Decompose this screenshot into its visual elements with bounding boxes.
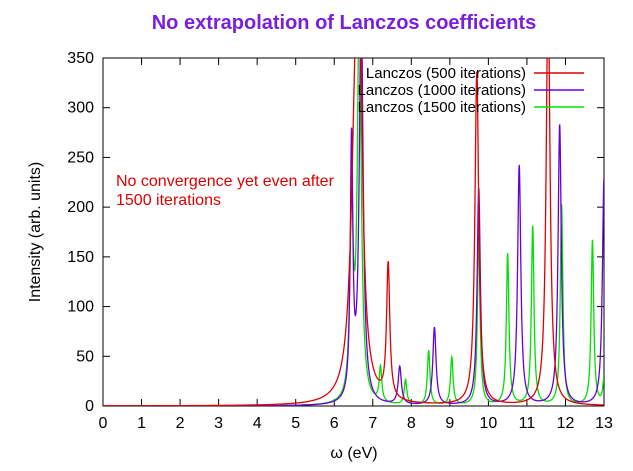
- y-tick-label: 300: [67, 100, 94, 117]
- y-tick-label: 0: [85, 398, 94, 415]
- x-tick-label: 8: [407, 415, 416, 432]
- series-group: [103, 58, 604, 406]
- legend: Lanczos (500 iterations)Lanczos (1000 it…: [358, 65, 584, 116]
- y-tick-label: 50: [76, 348, 94, 365]
- x-tick-label: 1: [137, 415, 146, 432]
- annotation-line-2: 1500 iterations: [116, 192, 221, 209]
- plot-border: [102, 57, 605, 407]
- y-tick-label: 150: [67, 249, 94, 266]
- x-tick-label: 6: [330, 415, 339, 432]
- x-tick-label: 12: [557, 415, 575, 432]
- annotation-line-1: No convergence yet even after: [116, 173, 335, 190]
- plot-frame: [102, 57, 605, 407]
- y-axis: 0 50 100 150 200 250 300 350: [67, 50, 604, 415]
- legend-label: Lanczos (1500 iterations): [358, 99, 526, 116]
- y-tick-label: 350: [67, 50, 94, 67]
- annotation: No convergence yet even after 1500 itera…: [116, 173, 335, 209]
- y-tick-label: 200: [67, 199, 94, 216]
- x-tick-label: 2: [176, 415, 185, 432]
- x-tick-label: 11: [519, 415, 536, 432]
- series-line-1: [103, 58, 604, 406]
- x-tick-label: 4: [253, 415, 262, 432]
- x-tick-label: 9: [445, 415, 454, 432]
- legend-label: Lanczos (1000 iterations): [358, 82, 526, 99]
- x-tick-label: 7: [368, 415, 377, 432]
- x-tick-label: 3: [214, 415, 223, 432]
- legend-label: Lanczos (500 iterations): [366, 65, 526, 82]
- x-axis-label: ω (eV): [330, 445, 377, 462]
- y-tick-label: 100: [67, 299, 94, 316]
- x-tick-label: 5: [291, 415, 300, 432]
- y-tick-label: 250: [67, 149, 94, 166]
- chart-title: No extrapolation of Lanczos coefficients: [152, 12, 537, 34]
- y-axis-label: Intensity (arb. units): [27, 162, 44, 303]
- x-tick-label: 0: [99, 415, 108, 432]
- x-tick-label: 13: [595, 415, 613, 432]
- x-tick-label: 10: [479, 415, 497, 432]
